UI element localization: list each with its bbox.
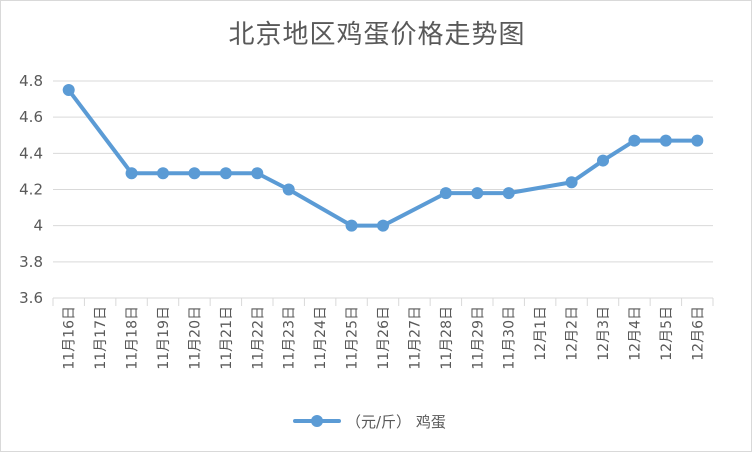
- y-tick-label: 4.2: [19, 181, 43, 199]
- x-tick-label: 11月29日: [470, 306, 486, 370]
- data-point: [251, 167, 264, 180]
- data-point: [439, 187, 452, 200]
- x-tick-label: 11月23日: [282, 306, 298, 370]
- y-tick-label: 4.8: [19, 72, 43, 90]
- data-point: [659, 134, 672, 147]
- data-point: [219, 167, 232, 180]
- y-tick-label: 3.8: [19, 253, 43, 271]
- x-tick-label: 11月27日: [407, 306, 423, 370]
- x-tick-label: 12月4日: [627, 306, 643, 361]
- data-point: [282, 183, 295, 196]
- x-tick-label: 11月28日: [439, 306, 455, 370]
- y-tick-label: 3.6: [19, 289, 43, 307]
- x-tick-label: 12月3日: [596, 306, 612, 361]
- data-point: [62, 84, 75, 97]
- x-tick-label: 12月2日: [565, 306, 581, 361]
- x-tick-label: 11月21日: [219, 306, 235, 370]
- x-tick-label: 11月19日: [156, 306, 172, 370]
- x-tick-label: 11月20日: [187, 306, 203, 370]
- grid-lines: [53, 80, 713, 299]
- data-point: [502, 187, 515, 200]
- y-axis-ticks: 3.6 3.8 4 4.2 4.4 4.6 4.8: [19, 72, 43, 307]
- series-egg-price: [62, 84, 704, 232]
- data-point: [565, 176, 578, 189]
- data-point: [345, 219, 358, 232]
- legend-label: （元/斤） 鸡蛋: [346, 413, 446, 431]
- y-tick-label: 4.4: [19, 144, 43, 162]
- data-point: [628, 134, 641, 147]
- data-point: [377, 219, 389, 232]
- x-tick-label: 12月1日: [533, 306, 549, 361]
- x-tick-label: 11月17日: [93, 306, 109, 370]
- legend: （元/斤） 鸡蛋: [293, 413, 446, 431]
- x-tick-label: 11月24日: [313, 306, 329, 370]
- legend-point-marker: [311, 415, 323, 427]
- data-point: [125, 167, 138, 180]
- x-tick-label: 11月22日: [250, 306, 266, 370]
- x-tick-label: 12月6日: [690, 306, 706, 361]
- y-tick-label: 4.6: [19, 108, 43, 126]
- data-point: [188, 167, 201, 180]
- x-tick-label: 11月25日: [345, 306, 361, 370]
- x-tick-label: 11月18日: [125, 306, 141, 370]
- x-tick-label: 11月26日: [376, 306, 392, 370]
- x-axis: 11月16日 11月17日 11月18日 11月19日 11月20日 11月21日 11月2…: [52, 298, 714, 370]
- chart-title: 北京地区鸡蛋价格走势图: [228, 20, 525, 50]
- x-tick-label: 11月16日: [62, 306, 78, 370]
- data-point: [471, 187, 484, 200]
- x-tick-label: 11月30日: [502, 306, 518, 370]
- y-tick-label: 4: [33, 217, 43, 235]
- data-point: [691, 134, 704, 147]
- x-tick-label: 12月5日: [659, 306, 675, 361]
- data-point: [597, 154, 609, 167]
- data-point: [157, 167, 169, 180]
